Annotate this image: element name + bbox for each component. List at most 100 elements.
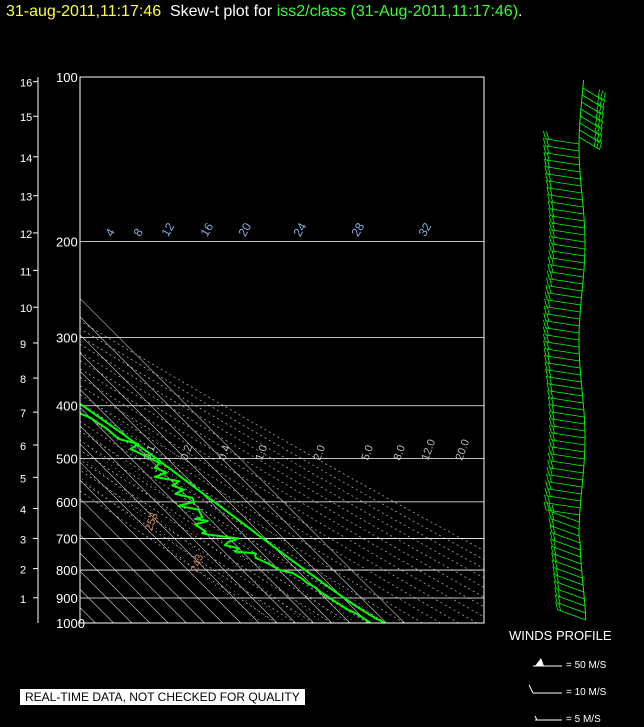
wind-barb bbox=[549, 397, 584, 404]
wind-barb-feather bbox=[551, 411, 555, 420]
dry-adiabat-line bbox=[80, 449, 350, 623]
wind-barb-feather bbox=[550, 264, 554, 273]
wind-barb-feather bbox=[600, 90, 603, 99]
theta-e-label: 24 bbox=[290, 220, 309, 239]
wind-barb-feather bbox=[548, 403, 552, 412]
wind-barb-feather bbox=[546, 466, 550, 475]
mixing-ratio-line bbox=[80, 425, 323, 623]
wind-barb-feather bbox=[547, 292, 551, 301]
height-label: 3 bbox=[20, 534, 26, 546]
wind-barb bbox=[545, 145, 580, 152]
wind-barb bbox=[551, 236, 586, 243]
wind-barb bbox=[550, 518, 580, 530]
wind-barb-feather bbox=[543, 130, 546, 139]
dry-adiabat-line bbox=[80, 490, 278, 623]
wind-barb-feather bbox=[601, 113, 604, 122]
wind-barb bbox=[546, 369, 581, 376]
wind-barb-feather bbox=[551, 453, 554, 462]
wind-barb bbox=[553, 560, 582, 572]
wind-barb-feather bbox=[543, 333, 546, 342]
wind-barb-feather bbox=[543, 144, 546, 153]
wind-barb-feather bbox=[550, 194, 554, 203]
wind-barb-feather bbox=[548, 221, 552, 230]
dry-adiabat-line bbox=[80, 440, 369, 623]
wind-barb-feather bbox=[545, 375, 549, 384]
wind-barb bbox=[551, 418, 585, 425]
isotherm-line bbox=[80, 407, 296, 623]
wind-barb-feather bbox=[550, 538, 553, 547]
wind-barb bbox=[550, 257, 585, 264]
theta-e-label: 8 bbox=[130, 226, 146, 239]
wind-barb-feather bbox=[548, 285, 552, 294]
wind-barb bbox=[549, 278, 583, 285]
wind-barb-feather bbox=[552, 236, 555, 245]
wind-barb-feather bbox=[548, 369, 552, 378]
wind-barb bbox=[582, 94, 603, 108]
wind-barb-feather bbox=[547, 299, 551, 308]
pressure-label: 900 bbox=[56, 591, 78, 606]
legend-flag-50 bbox=[535, 658, 544, 666]
wind-barb-feather bbox=[556, 581, 560, 590]
wind-barb-feather bbox=[553, 546, 557, 555]
wind-barb bbox=[545, 341, 580, 348]
wind-barb-feather bbox=[549, 424, 552, 433]
wind-barb bbox=[549, 271, 584, 278]
wind-barb-feather bbox=[544, 158, 547, 167]
wind-barb bbox=[547, 376, 582, 383]
wind-barb bbox=[547, 495, 581, 502]
wind-barb-feather bbox=[558, 602, 561, 611]
mixing-ratio-label: 0.4 bbox=[217, 444, 234, 462]
wind-barb-feather bbox=[551, 504, 555, 513]
wind-barb-feather bbox=[551, 397, 554, 406]
mixing-ratio-line bbox=[80, 465, 274, 623]
winds-profile-title: WINDS PROFILE bbox=[509, 628, 612, 643]
wind-barb-feather bbox=[549, 474, 552, 483]
wind-barb bbox=[545, 320, 580, 327]
isotherm-line bbox=[80, 388, 314, 623]
wind-barb-feather bbox=[547, 193, 550, 202]
height-label: 10 bbox=[20, 303, 32, 315]
height-label: 16 bbox=[20, 78, 32, 90]
wind-barb-feather bbox=[549, 180, 552, 189]
wind-barb-feather bbox=[546, 334, 549, 343]
pressure-label: 800 bbox=[56, 563, 78, 578]
wind-barb-feather bbox=[548, 417, 552, 426]
wind-legend-10: = 10 M/S bbox=[566, 687, 607, 698]
wind-barb-feather bbox=[547, 256, 551, 265]
wind-profile bbox=[528, 79, 606, 721]
height-label: 2 bbox=[20, 565, 26, 577]
wind-barb-feather bbox=[544, 165, 548, 174]
height-label: 7 bbox=[20, 408, 26, 420]
wind-barb bbox=[546, 362, 581, 369]
legend-barb-10 bbox=[528, 684, 562, 694]
wind-barb-feather bbox=[548, 214, 552, 223]
pressure-label: 300 bbox=[56, 331, 78, 346]
wind-barb-feather bbox=[548, 445, 552, 454]
theta-e-label: 16 bbox=[197, 220, 216, 239]
wind-barb bbox=[548, 481, 583, 488]
wind-barb-feather bbox=[549, 467, 553, 476]
wind-barb bbox=[550, 411, 585, 418]
dry-adiabat-line bbox=[80, 368, 484, 608]
wind-barb-feather bbox=[552, 525, 556, 534]
wind-barb bbox=[580, 115, 602, 129]
height-label: 14 bbox=[20, 153, 32, 165]
wind-barb-feather bbox=[551, 257, 554, 266]
wind-barb bbox=[549, 467, 584, 474]
wind-barb-feather bbox=[543, 347, 547, 356]
wind-barb bbox=[547, 299, 581, 306]
wind-barb bbox=[551, 229, 585, 236]
wind-barb bbox=[546, 306, 581, 313]
title-label: Skew-t plot for bbox=[169, 3, 277, 20]
isotherm-line bbox=[80, 316, 387, 623]
plot-frame bbox=[79, 76, 485, 624]
wind-barb-feather bbox=[555, 601, 558, 610]
height-label: 9 bbox=[20, 339, 26, 351]
wind-barb bbox=[554, 567, 583, 579]
wind-barb-feather bbox=[549, 376, 552, 385]
wind-barb bbox=[545, 138, 580, 145]
wind-barb-feather bbox=[597, 89, 601, 98]
wind-barb-feather bbox=[550, 545, 554, 554]
pressure-label: 400 bbox=[56, 399, 78, 414]
wind-barb-feather bbox=[548, 207, 551, 216]
